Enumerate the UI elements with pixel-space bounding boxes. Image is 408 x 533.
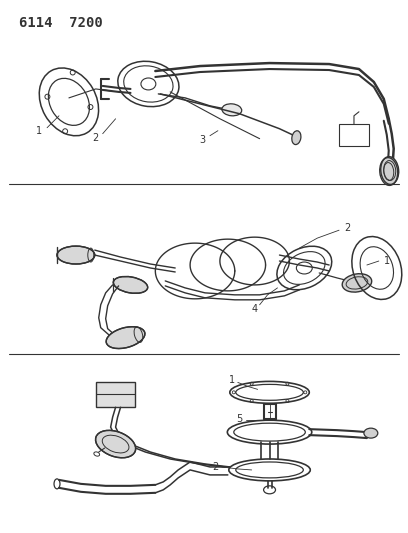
Ellipse shape	[113, 277, 148, 293]
Text: 2: 2	[93, 133, 99, 143]
FancyBboxPatch shape	[339, 124, 369, 146]
Text: 2: 2	[344, 223, 350, 233]
Text: 2: 2	[212, 462, 218, 472]
Ellipse shape	[222, 104, 242, 116]
Ellipse shape	[106, 327, 145, 349]
Text: 1: 1	[384, 256, 390, 266]
Text: 3: 3	[199, 135, 205, 144]
Ellipse shape	[292, 131, 301, 144]
Text: 5: 5	[237, 414, 243, 424]
Text: 4: 4	[252, 304, 258, 314]
Ellipse shape	[95, 430, 135, 458]
Text: 6114  7200: 6114 7200	[19, 17, 103, 30]
Ellipse shape	[342, 274, 372, 292]
Ellipse shape	[57, 246, 95, 264]
Ellipse shape	[364, 428, 378, 438]
Text: 1: 1	[36, 126, 42, 136]
FancyBboxPatch shape	[96, 382, 135, 407]
Ellipse shape	[381, 157, 399, 184]
Text: 1: 1	[229, 375, 235, 385]
